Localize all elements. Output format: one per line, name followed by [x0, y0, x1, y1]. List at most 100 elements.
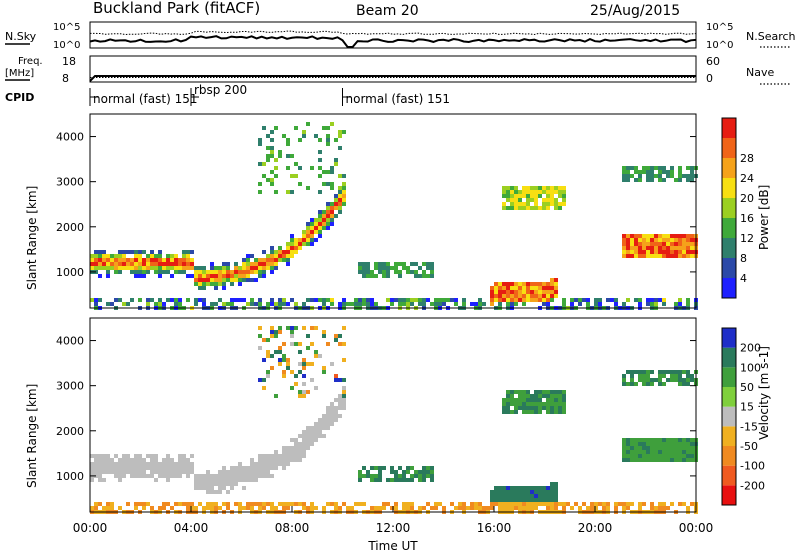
heatmap-cell: [262, 506, 266, 510]
heatmap-cell: [278, 458, 282, 462]
heatmap-cell: [534, 402, 538, 406]
heatmap-cell: [490, 506, 494, 510]
heatmap-cell: [322, 334, 326, 338]
heatmap-cell: [542, 406, 546, 410]
heatmap-cell: [142, 262, 146, 266]
heatmap-cell: [542, 394, 546, 398]
heatmap-cell: [638, 298, 642, 302]
heatmap-cell: [502, 410, 506, 414]
heatmap-cell: [526, 186, 530, 190]
heatmap-cell: [562, 406, 566, 410]
heatmap-cell: [266, 134, 270, 138]
heatmap-cell: [518, 294, 522, 298]
heatmap-cell: [302, 394, 306, 398]
colorbar-tick-label: 100: [740, 361, 761, 374]
heatmap-cell: [126, 502, 130, 506]
heatmap-cell: [262, 474, 266, 478]
heatmap-cell: [622, 446, 626, 450]
heatmap-cell: [650, 174, 654, 178]
y-tick-label: 2000: [56, 425, 84, 438]
heatmap-cell: [434, 506, 438, 510]
heatmap-cell: [402, 474, 406, 478]
heatmap-cell: [682, 242, 686, 246]
heatmap-cell: [330, 410, 334, 414]
heatmap-cell: [534, 498, 538, 502]
heatmap-cell: [538, 194, 542, 198]
heatmap-cell: [554, 286, 558, 290]
heatmap-cell: [654, 298, 658, 302]
heatmap-cell: [502, 502, 506, 506]
heatmap-cell: [574, 502, 578, 506]
heatmap-cell: [654, 458, 658, 462]
heatmap-cell: [546, 406, 550, 410]
heatmap-cell: [510, 394, 514, 398]
heatmap-cell: [318, 150, 322, 154]
heatmap-cell: [434, 502, 438, 506]
heatmap-cell: [622, 374, 626, 378]
heatmap-cell: [262, 466, 266, 470]
heatmap-cell: [278, 502, 282, 506]
heatmap-cell: [150, 506, 154, 510]
heatmap-cell: [538, 402, 542, 406]
heatmap-cell: [106, 262, 110, 266]
heatmap-cell: [506, 198, 510, 202]
heatmap-cell: [258, 506, 262, 510]
heatmap-cell: [650, 382, 654, 386]
heatmap-cell: [626, 442, 630, 446]
heatmap-cell: [518, 198, 522, 202]
heatmap-cell: [262, 258, 266, 262]
heatmap-cell: [122, 466, 126, 470]
heatmap-cell: [634, 446, 638, 450]
heatmap-cell: [638, 242, 642, 246]
heatmap-cell: [302, 438, 306, 442]
heatmap-cell: [302, 230, 306, 234]
heatmap-cell: [246, 470, 250, 474]
heatmap-cell: [518, 494, 522, 498]
heatmap-cell: [338, 190, 342, 194]
heatmap-cell: [342, 202, 346, 206]
heatmap-cell: [182, 270, 186, 274]
heatmap-cell: [310, 242, 314, 246]
heatmap-cell: [402, 266, 406, 270]
heatmap-cell: [690, 178, 694, 182]
heatmap-cell: [502, 294, 506, 298]
heatmap-cell: [422, 262, 426, 266]
heatmap-cell: [550, 194, 554, 198]
heatmap-cell: [318, 354, 322, 358]
heatmap-cell: [182, 262, 186, 266]
heatmap-cell: [386, 478, 390, 482]
heatmap-cell: [158, 274, 162, 278]
noise-search-trace: [90, 30, 697, 36]
heatmap-cell: [274, 462, 278, 466]
heatmap-cell: [690, 450, 694, 454]
heatmap-cell: [630, 458, 634, 462]
heatmap-cell: [338, 202, 342, 206]
heatmap-cell: [206, 474, 210, 478]
heatmap-cell: [502, 406, 506, 410]
heatmap-cell: [494, 290, 498, 294]
heatmap-cell: [282, 250, 286, 254]
heatmap-cell: [554, 186, 558, 190]
heatmap-cell: [330, 302, 334, 306]
heatmap-cell: [670, 170, 674, 174]
heatmap-cell: [102, 250, 106, 254]
heatmap-cell: [334, 406, 338, 410]
heatmap-cell: [158, 298, 162, 302]
heatmap-cell: [266, 178, 270, 182]
heatmap-cell: [98, 462, 102, 466]
heatmap-cell: [626, 446, 630, 450]
heatmap-cell: [226, 502, 230, 506]
heatmap-cell: [258, 458, 262, 462]
heatmap-cell: [310, 222, 314, 226]
heatmap-cell: [518, 298, 522, 302]
heatmap-cell: [502, 486, 506, 490]
heatmap-cell: [302, 366, 306, 370]
heatmap-cell: [334, 198, 338, 202]
heatmap-cell: [306, 362, 310, 366]
heatmap-cell: [574, 298, 578, 302]
heatmap-cell: [654, 254, 658, 258]
heatmap-cell: [154, 470, 158, 474]
heatmap-cell: [254, 278, 258, 282]
heatmap-cell: [106, 470, 110, 474]
heatmap-cell: [314, 298, 318, 302]
